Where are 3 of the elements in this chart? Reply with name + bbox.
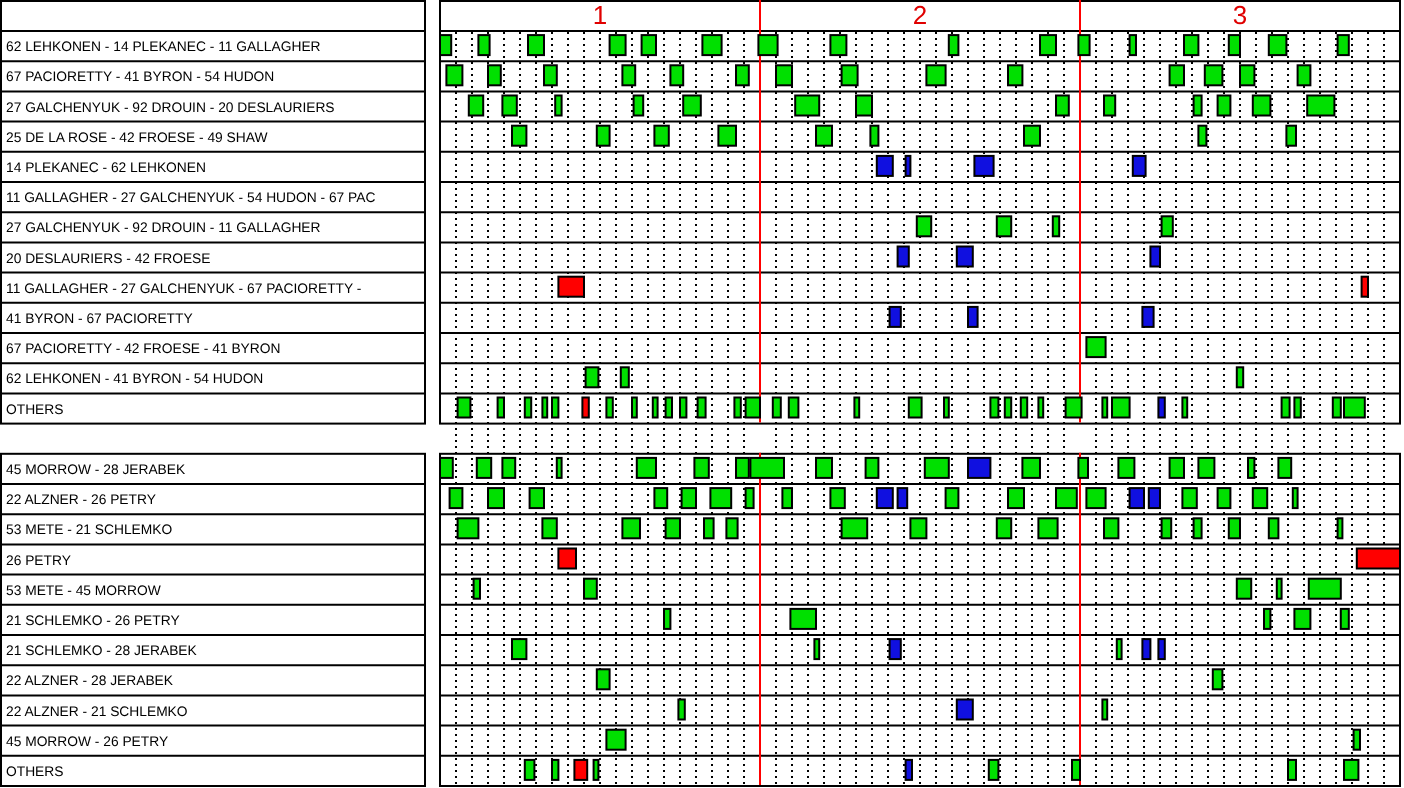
x-tick-label: 1 [592,0,608,30]
x-tick-label: 2 [912,0,928,30]
x-tick-label: 3 [1232,0,1248,30]
